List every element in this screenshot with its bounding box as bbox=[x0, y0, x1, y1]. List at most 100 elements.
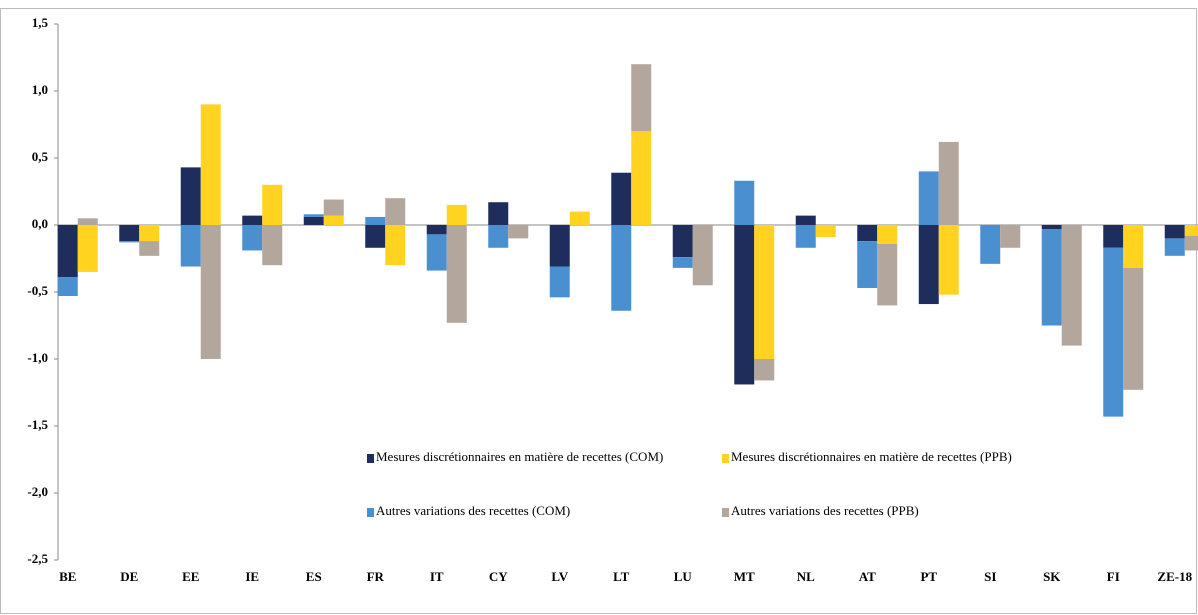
bar-segment bbox=[754, 225, 775, 359]
bar-segment bbox=[672, 257, 693, 268]
legend-swatch bbox=[722, 508, 729, 517]
bar-segment bbox=[1103, 225, 1124, 248]
x-tick-label: MT bbox=[734, 569, 755, 584]
y-tick-label: -2,5 bbox=[27, 551, 48, 566]
bar-segment bbox=[631, 131, 652, 225]
bar-segment bbox=[631, 64, 652, 132]
bar-segment bbox=[323, 215, 344, 225]
y-tick-label: 0,0 bbox=[32, 216, 48, 231]
bar-segment bbox=[795, 225, 816, 248]
bar-segment bbox=[446, 204, 467, 225]
bar-segment bbox=[692, 225, 713, 286]
bar-segment bbox=[857, 225, 878, 242]
y-tick-label: -1,5 bbox=[27, 417, 48, 432]
bar-segment bbox=[815, 225, 836, 238]
bar-segment bbox=[303, 216, 324, 225]
bar-segment bbox=[77, 225, 98, 272]
bar-segment bbox=[446, 225, 467, 323]
bar-segment bbox=[1164, 225, 1185, 239]
legend-swatch bbox=[367, 454, 374, 463]
x-tick-label: IT bbox=[430, 569, 444, 584]
bar-segment bbox=[57, 277, 78, 297]
bar-segment bbox=[1061, 225, 1082, 346]
x-tick-label: CY bbox=[489, 569, 508, 584]
x-tick-label: LT bbox=[613, 569, 629, 584]
bar-segment bbox=[754, 359, 775, 381]
bar-segment bbox=[980, 225, 1001, 264]
bar-segment bbox=[426, 225, 447, 235]
y-tick-label: 1,0 bbox=[32, 82, 48, 97]
chart-frame bbox=[0, 8, 1197, 614]
bar-segment bbox=[365, 216, 386, 225]
bar-segment bbox=[323, 199, 344, 216]
bar-segment bbox=[918, 171, 939, 225]
x-tick-label: AT bbox=[859, 569, 876, 584]
bar-segment bbox=[1041, 229, 1062, 326]
bar-segment bbox=[672, 225, 693, 258]
bar-segment bbox=[139, 241, 160, 256]
bar-segment bbox=[1041, 225, 1062, 230]
x-tick-label: IE bbox=[245, 569, 259, 584]
bar-segment bbox=[77, 218, 98, 225]
bar-segment bbox=[119, 225, 140, 242]
x-tick-label: ES bbox=[306, 569, 322, 584]
bar-segment bbox=[1123, 225, 1144, 268]
bar-segment bbox=[139, 225, 160, 242]
bar-segment bbox=[262, 184, 283, 225]
x-tick-label: SI bbox=[984, 569, 996, 584]
bar-segment bbox=[1184, 225, 1198, 236]
bar-segment bbox=[385, 225, 406, 266]
x-tick-label: PT bbox=[920, 569, 937, 584]
bar-segment bbox=[1103, 247, 1124, 417]
legend-label: Autres variations des recettes (COM) bbox=[376, 503, 570, 518]
bar-segment bbox=[57, 225, 78, 278]
bar-segment bbox=[119, 241, 140, 243]
x-tick-label: BE bbox=[59, 569, 76, 584]
x-tick-label: FR bbox=[367, 569, 385, 584]
bar-segment bbox=[488, 225, 509, 248]
x-tick-label: EE bbox=[182, 569, 199, 584]
bar-segment bbox=[1000, 225, 1021, 248]
legend-swatch bbox=[367, 508, 374, 517]
bar-segment bbox=[938, 225, 959, 295]
bar-segment bbox=[508, 225, 529, 239]
bar-segment bbox=[549, 225, 570, 267]
bar-segment bbox=[877, 243, 898, 306]
x-tick-label: NL bbox=[797, 569, 815, 584]
legend-label: Autres variations des recettes (PPB) bbox=[731, 503, 919, 518]
bar-segment bbox=[385, 198, 406, 225]
bar-segment bbox=[1164, 238, 1185, 256]
y-tick-label: -1,0 bbox=[27, 350, 48, 365]
bar-segment bbox=[200, 104, 221, 225]
y-tick-label: 1,5 bbox=[32, 15, 49, 30]
bar-segment bbox=[200, 225, 221, 359]
bar-segment bbox=[365, 225, 386, 248]
bar-segment bbox=[180, 167, 201, 225]
y-tick-label: 0,5 bbox=[32, 149, 49, 164]
y-tick-label: -2,0 bbox=[27, 484, 48, 499]
bar-segment bbox=[611, 225, 632, 311]
bar-segment bbox=[795, 215, 816, 225]
bar-segment bbox=[488, 202, 509, 225]
bar-segment bbox=[549, 266, 570, 298]
bar-segment bbox=[426, 234, 447, 271]
legend-swatch bbox=[722, 454, 729, 463]
bar-segment bbox=[734, 180, 755, 225]
legend-label: Mesures discrétionnaires en matière de r… bbox=[376, 449, 663, 464]
bar-segment bbox=[938, 141, 959, 225]
x-tick-label: LV bbox=[551, 569, 568, 584]
bar-segment bbox=[242, 225, 263, 251]
bar-segment bbox=[918, 225, 939, 305]
bar-segment bbox=[1184, 235, 1198, 251]
x-tick-label: DE bbox=[120, 569, 138, 584]
bar-segment bbox=[242, 215, 263, 225]
y-tick-label: -0,5 bbox=[27, 283, 48, 298]
x-tick-label: SK bbox=[1043, 569, 1061, 584]
x-tick-label: LU bbox=[674, 569, 693, 584]
legend-label: Mesures discrétionnaires en matière de r… bbox=[731, 449, 1012, 464]
x-tick-label: ZE-18 bbox=[1157, 569, 1192, 584]
bar-segment bbox=[611, 172, 632, 225]
bar-segment bbox=[877, 225, 898, 244]
bar-segment bbox=[180, 225, 201, 267]
